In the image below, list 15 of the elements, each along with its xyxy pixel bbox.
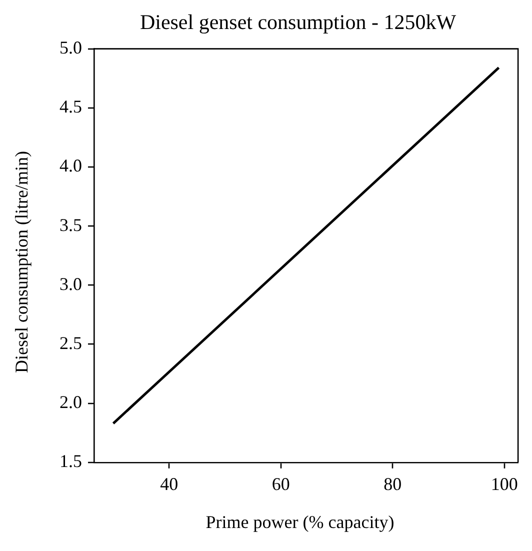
- x-tick-label: 60: [272, 474, 290, 494]
- y-tick-label: 1.5: [60, 451, 82, 472]
- y-tick-label: 2.0: [60, 392, 82, 412]
- x-axis-title: Prime power (% capacity): [206, 512, 394, 532]
- y-tick-label: 4.5: [60, 96, 82, 117]
- y-tick-label: 3.0: [60, 274, 82, 294]
- x-tick-label: 100: [490, 474, 518, 494]
- y-tick-label: 5.0: [60, 38, 82, 58]
- y-axis-title: Diesel consumption (litre/min): [12, 151, 32, 373]
- y-tick-label: 2.5: [60, 332, 82, 353]
- chart-title: Diesel genset consumption - 1250kW: [138, 10, 458, 35]
- y-tick-label: 3.5: [60, 214, 82, 235]
- y-tick-label: 4.0: [60, 156, 82, 176]
- x-tick-label: 80: [384, 474, 402, 494]
- x-tick-label: 40: [160, 474, 178, 494]
